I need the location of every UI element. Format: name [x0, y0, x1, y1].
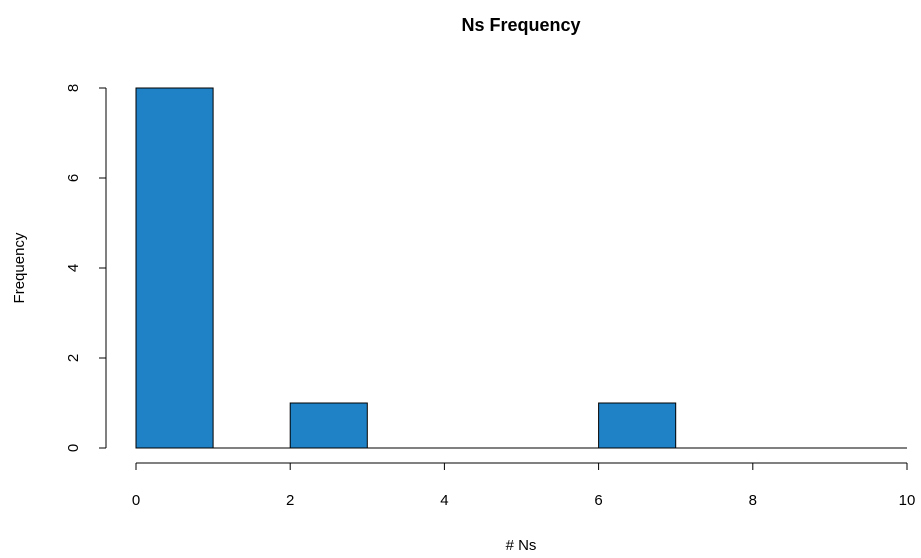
x-tick-label-1: 2: [286, 492, 294, 509]
bar-0: [135, 87, 214, 449]
bar-6: [598, 402, 677, 449]
bar-2: [289, 402, 368, 449]
x-axis: 0 2 4 6 8 10: [132, 462, 916, 509]
x-tick-label-2: 4: [440, 492, 448, 509]
x-tick-label-4: 8: [749, 492, 757, 509]
y-axis-label: Frequency: [11, 232, 28, 303]
y-tick-label-0: 0: [65, 444, 82, 452]
x-tick-label-5: 10: [899, 492, 916, 509]
chart-title: Ns Frequency: [461, 15, 580, 35]
y-tick-label-1: 2: [65, 354, 82, 362]
y-tick-label-3: 6: [65, 174, 82, 182]
bars-group: [135, 87, 907, 449]
x-tick-label-3: 6: [594, 492, 602, 509]
y-tick-label-2: 4: [65, 264, 82, 272]
y-tick-label-4: 8: [65, 84, 82, 92]
x-axis-label: # Ns: [506, 537, 537, 554]
y-axis: 0 2 4 6 8: [65, 84, 107, 452]
x-tick-label-0: 0: [132, 492, 140, 509]
